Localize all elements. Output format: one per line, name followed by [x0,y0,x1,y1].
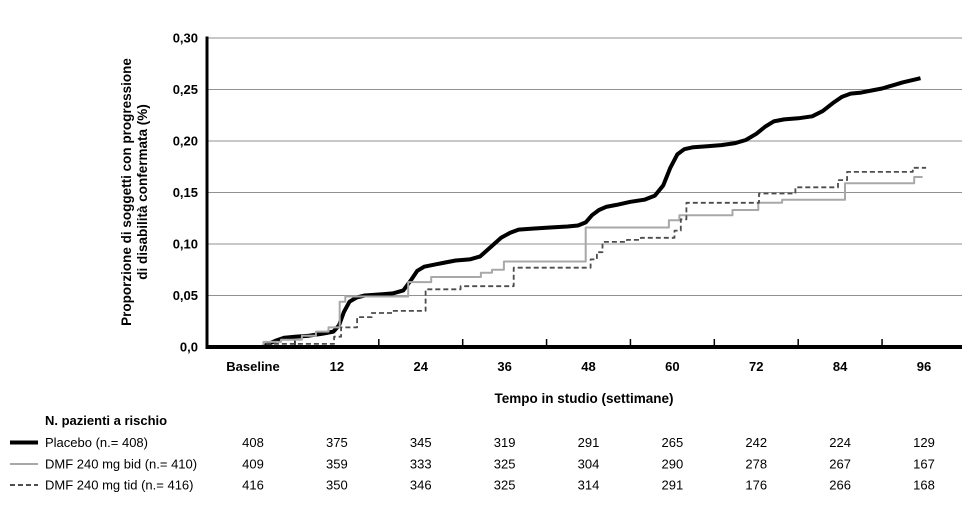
y-tick-label: 0,30 [173,31,198,46]
at-risk-value: 291 [662,478,684,493]
at-risk-value: 290 [662,457,684,472]
legend-label-1: DMF 240 mg bid (n.= 410) [45,457,197,472]
legend-label-0: Placebo (n.= 408) [45,435,148,450]
y-tick-label: 0,15 [173,185,198,200]
at-risk-value: 242 [745,435,767,450]
x-tick-label: 72 [749,359,763,374]
axes [205,36,962,349]
series-line-1 [253,176,923,348]
at-risk-value: 267 [829,457,851,472]
at-risk-value: 176 [745,478,767,493]
y-tick-label: 0,10 [173,237,198,252]
y-tick-labels: 0,0 0,05 0,10 0,15 0,20 0,25 0,30 [173,31,198,355]
at-risk-value: 346 [410,478,432,493]
at-risk-value: 325 [494,478,516,493]
at-risk-value: 325 [494,457,516,472]
x-tick-label: 48 [581,359,595,374]
at-risk-value: 375 [326,435,348,450]
at-risk-value: 345 [410,435,432,450]
at-risk-value: 408 [242,435,264,450]
at-risk-value: 224 [829,435,851,450]
x-tick-label: 96 [917,359,931,374]
x-tick-label: 84 [833,359,848,374]
at-risk-value: 168 [913,478,935,493]
x-tick-label: 60 [665,359,679,374]
legend-label-2: DMF 240 mg tid (n.= 416) [45,478,193,493]
x-tick-label: 24 [414,359,429,374]
gridlines [207,37,962,296]
x-tick-label: Baseline [226,359,279,374]
y-axis-title-text: Proporzione di soggetti con progressione… [119,58,150,326]
x-tick-label: 36 [497,359,511,374]
at-risk-value: 416 [242,478,264,493]
y-tick-label: 0,20 [173,134,198,149]
y-tick-label: 0,25 [173,82,198,97]
y-tick-label: 0,0 [180,340,198,355]
at-risk-value: 319 [494,435,516,450]
x-minor-ticks [294,339,883,346]
at-risk-value: 350 [326,478,348,493]
x-tick-labels: Baseline 12 24 36 48 60 72 84 96 [226,359,931,374]
series-line-0 [253,76,921,349]
at-risk-value: 304 [578,457,600,472]
at-risk-value: 333 [410,457,432,472]
at-risk-value: 278 [745,457,767,472]
at-risk-table: Placebo (n.= 408) 408 375 345 319 291 265 242 22… [10,435,935,493]
at-risk-value: 266 [829,478,851,493]
at-risk-value: 409 [242,457,264,472]
risk-table-title: N. pazienti a rischio [45,413,167,428]
series-lines [253,76,927,349]
y-tick-label: 0,05 [173,288,198,303]
series-line-2 [253,166,927,348]
x-tick-label: 12 [330,359,344,374]
y-axis-title: Proporzione di soggetti con progressione… [119,58,150,326]
at-risk-value: 167 [913,457,935,472]
at-risk-value: 265 [662,435,684,450]
at-risk-value: 314 [578,478,600,493]
x-axis-title: Tempo in studio (settimane) [494,391,673,406]
at-risk-value: 129 [913,435,935,450]
at-risk-value: 359 [326,457,348,472]
at-risk-value: 291 [578,435,600,450]
